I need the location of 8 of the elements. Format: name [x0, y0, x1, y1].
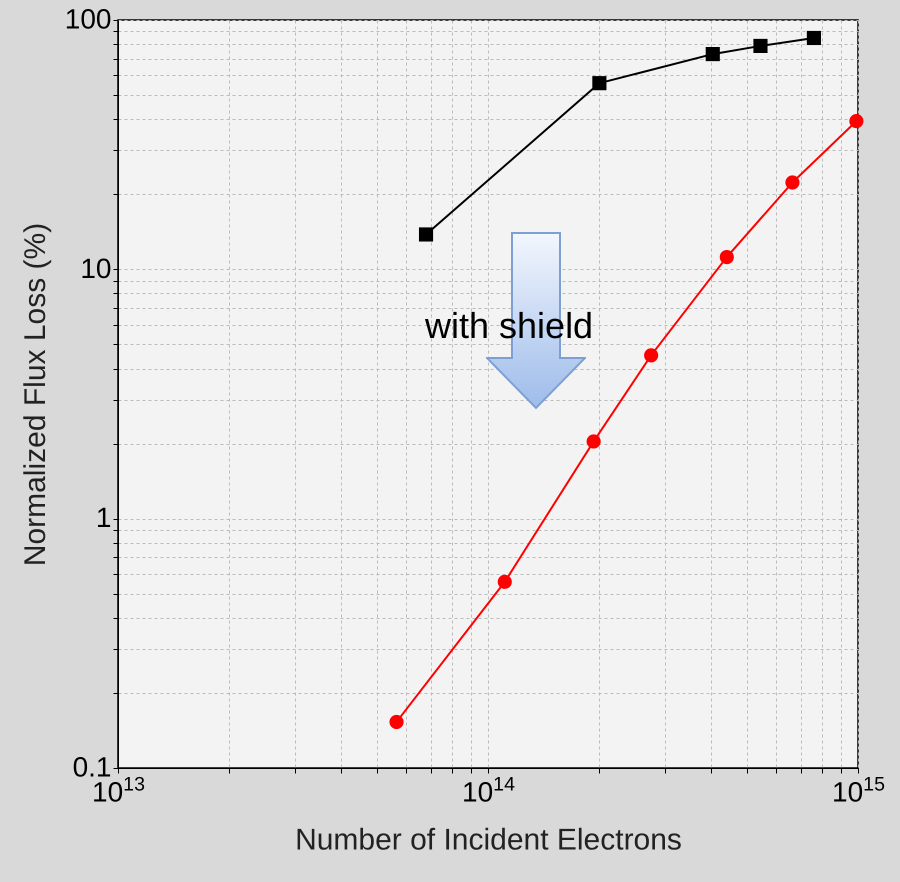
- y-tick-label: 10: [80, 252, 112, 284]
- x-axis-title: Number of Incident Electrons: [295, 824, 682, 856]
- y-tick-label: 1: [96, 502, 112, 534]
- x-tick-label: 10$^{15}$: [832, 774, 886, 808]
- y-tick-label: 100: [64, 4, 112, 34]
- x-tick-label: 10$^{14}$: [462, 774, 516, 808]
- annotation: with shield: [425, 305, 594, 346]
- y-axis-title: Normalized Flux Loss (%): [18, 222, 52, 566]
